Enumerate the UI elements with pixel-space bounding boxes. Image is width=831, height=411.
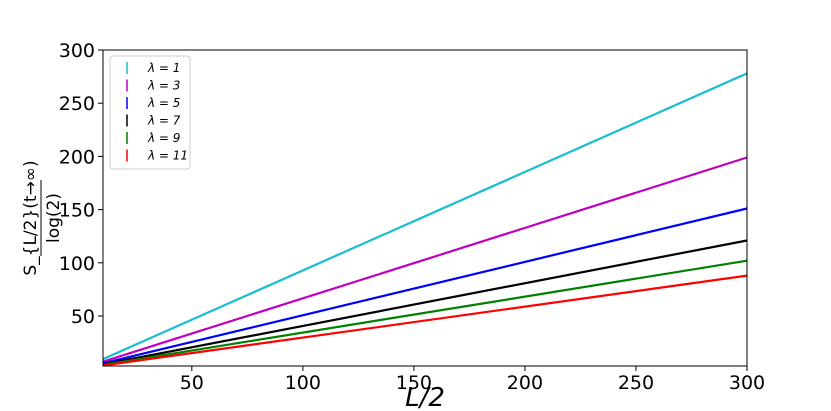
legend: λ = 1 λ = 3 λ = 5 λ = 7 λ = 9 λ = 11	[109, 55, 191, 170]
x-tick-label: 150	[396, 372, 432, 394]
legend-label: λ = 1	[147, 61, 180, 75]
y-tick-label: 300	[59, 40, 95, 62]
legend-label: λ = 11	[147, 149, 188, 163]
series-layer	[102, 72, 748, 367]
y-tick-label: 100	[59, 253, 95, 275]
y-axis: 50 100 150 200 250 300	[59, 40, 103, 328]
y-axis-label-numerator: S_{L/2}(t→∞)	[21, 160, 41, 275]
x-tick-label: 250	[618, 372, 654, 394]
x-tick-label: 100	[285, 372, 321, 394]
legend-label: λ = 3	[147, 79, 180, 93]
y-tick-label: 150	[59, 200, 95, 222]
legend-label: λ = 9	[147, 131, 180, 145]
series-line-5	[102, 259, 748, 366]
y-tick-label: 250	[59, 93, 95, 115]
series-line-1	[102, 72, 748, 361]
series-line-3	[102, 207, 748, 365]
y-axis-label: S_{L/2}(t→∞) log(2)	[21, 160, 64, 275]
legend-label: λ = 7	[147, 114, 181, 128]
series-line-2	[102, 156, 748, 363]
y-tick-label: 50	[71, 306, 95, 328]
y-tick-label: 200	[59, 146, 95, 168]
legend-box	[109, 55, 191, 170]
series-line-6	[102, 274, 748, 367]
legend-label: λ = 5	[147, 96, 180, 110]
x-tick-label: 50	[180, 372, 204, 394]
series-line-4	[102, 239, 748, 366]
x-tick-label: 200	[507, 372, 543, 394]
plot-frame	[102, 49, 748, 367]
x-axis: 50 100 150 200 250 300	[180, 366, 765, 394]
y-axis-label-denominator: log(2)	[44, 193, 64, 243]
x-axis-label: L/2	[405, 383, 445, 411]
x-tick-label: 300	[729, 372, 765, 394]
